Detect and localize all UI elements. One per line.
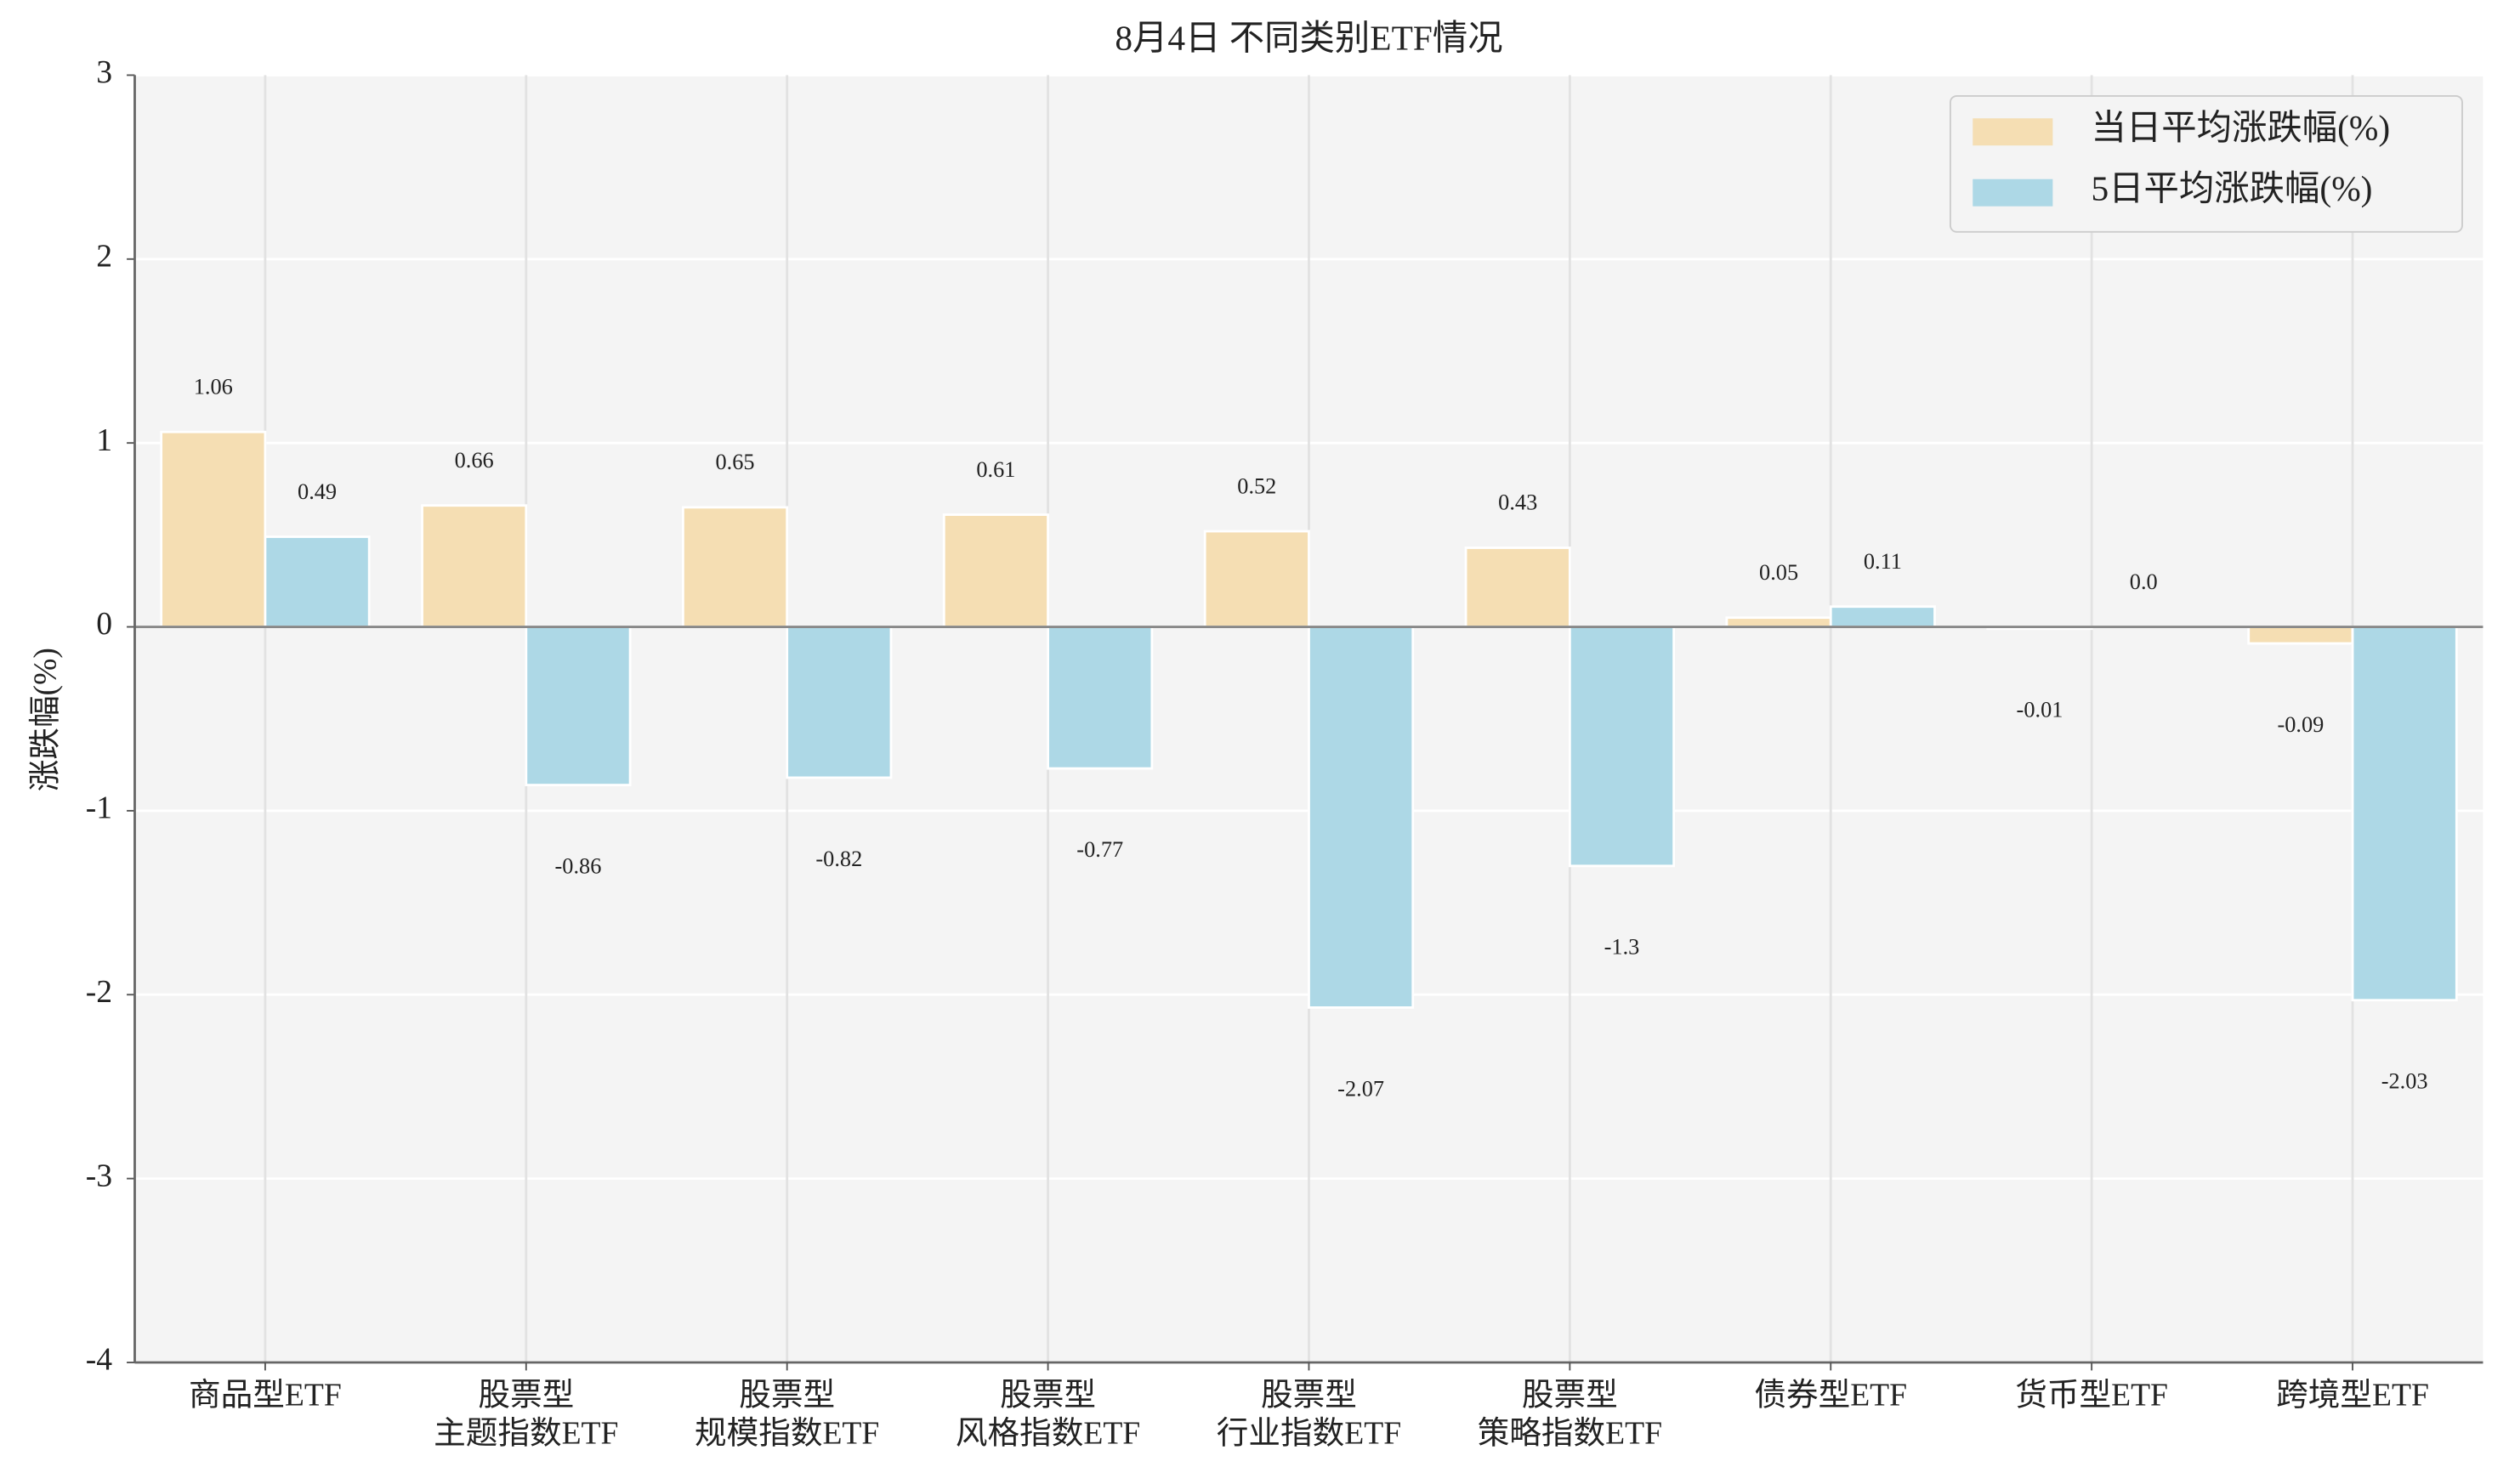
value-label: 0.66: [455, 448, 494, 473]
bar: [160, 430, 267, 628]
bar: [1464, 547, 1571, 628]
bar: [681, 506, 789, 628]
value-label: 0.0: [2130, 569, 2158, 594]
bar: [786, 626, 893, 779]
x-tick-label: 商品型ETF: [189, 1377, 342, 1413]
bar: [942, 513, 1049, 628]
bar: [1725, 616, 1832, 628]
bar: [421, 504, 528, 628]
value-label: -2.07: [1337, 1076, 1384, 1101]
x-tick-label: 跨境型ETF: [2276, 1377, 2429, 1413]
legend-swatch: [1973, 178, 2053, 207]
y-tick-label: 1: [96, 422, 112, 458]
bar: [1568, 626, 1676, 868]
bar: [1308, 626, 1415, 1009]
value-label: 0.11: [1864, 549, 1902, 574]
value-label: 0.49: [298, 479, 337, 504]
y-tick-label: -4: [86, 1342, 113, 1378]
x-tick-label: 债券型ETF: [1754, 1377, 1907, 1413]
bar: [1203, 530, 1310, 628]
value-label: 1.06: [194, 374, 233, 399]
legend-box: [1949, 94, 2463, 233]
bar: [2351, 626, 2458, 1002]
value-label: 0.65: [716, 450, 755, 474]
value-label: -0.77: [1076, 837, 1123, 862]
value-label: -0.86: [555, 853, 602, 878]
y-tick-label: -2: [86, 974, 112, 1010]
bar: [2247, 626, 2354, 645]
value-label: 0.43: [1498, 490, 1537, 515]
bar: [525, 626, 632, 787]
x-tick-label: 股票型行业指数ETF: [1217, 1377, 1401, 1451]
value-label: -1.3: [1604, 935, 1640, 960]
bar: [1047, 626, 1154, 770]
y-axis-label: 涨跌幅(%): [28, 648, 64, 791]
chart-title: 8月4日 不同类别ETF情况: [1115, 18, 1502, 57]
bar: [1829, 605, 1936, 628]
x-tick-label: 股票型策略指数ETF: [1478, 1377, 1662, 1451]
value-label: -0.82: [815, 847, 862, 871]
legend-swatch: [1973, 118, 2053, 146]
x-tick-label: 货币型ETF: [2015, 1377, 2168, 1413]
x-tick-label: 股票型规模指数ETF: [695, 1377, 879, 1451]
y-tick-label: -3: [86, 1158, 112, 1193]
y-tick-label: 0: [96, 606, 112, 642]
x-tick-label: 股票型风格指数ETF: [956, 1377, 1140, 1451]
legend-label: 5日平均涨跌幅(%): [2092, 168, 2373, 208]
value-label: 0.61: [976, 457, 1015, 482]
legend-label: 当日平均涨跌幅(%): [2092, 108, 2391, 148]
value-label: -0.09: [2277, 712, 2324, 737]
value-label: -2.03: [2381, 1069, 2428, 1094]
y-tick-label: -1: [86, 790, 112, 826]
y-tick-label: 3: [96, 54, 112, 90]
y-tick-label: 2: [96, 238, 112, 274]
value-label: -0.01: [2017, 698, 2063, 722]
value-label: 0.05: [1759, 560, 1798, 585]
bar: [264, 535, 371, 628]
value-label: 0.52: [1237, 473, 1276, 498]
x-tick-label: 股票型主题指数ETF: [434, 1377, 618, 1451]
